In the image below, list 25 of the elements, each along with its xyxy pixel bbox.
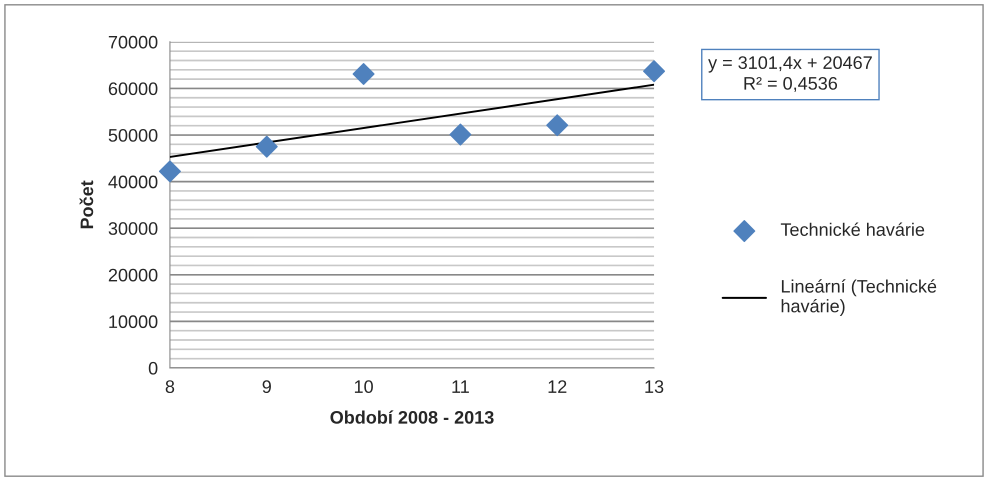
x-tick-label: 10: [354, 380, 373, 394]
legend-label: Technické havárie: [780, 222, 924, 236]
x-tick-label: 12: [548, 380, 566, 393]
y-axis-title: Počet: [80, 180, 94, 228]
point: [158, 160, 181, 182]
y-tick-label: 60000: [108, 82, 158, 96]
y-tick-label: 10000: [109, 315, 158, 328]
y-tick-label: 50000: [108, 128, 158, 142]
point: [643, 60, 666, 82]
legend-label: Lineární (Technické havárie): [782, 279, 936, 316]
y-tick-label: 70000: [108, 36, 158, 49]
x-tick-label: 9: [262, 380, 271, 394]
point: [256, 136, 278, 158]
x-tick-label: 8: [166, 380, 174, 394]
point: [352, 63, 375, 85]
point: [449, 124, 472, 146]
point: [546, 114, 568, 136]
x-tick-label: 11: [452, 380, 469, 393]
text: y = 3101,4x + 20467 R² = 0,4536: [708, 56, 872, 92]
y-tick-label: 40000: [108, 176, 158, 188]
y-tick-label: 0: [148, 362, 158, 375]
x-axis-title: Období 2008 - 2013: [330, 410, 494, 424]
x-tick-label: 13: [645, 380, 664, 394]
y-tick-label: 30000: [108, 222, 158, 235]
y-tick-label: 20000: [108, 268, 158, 282]
